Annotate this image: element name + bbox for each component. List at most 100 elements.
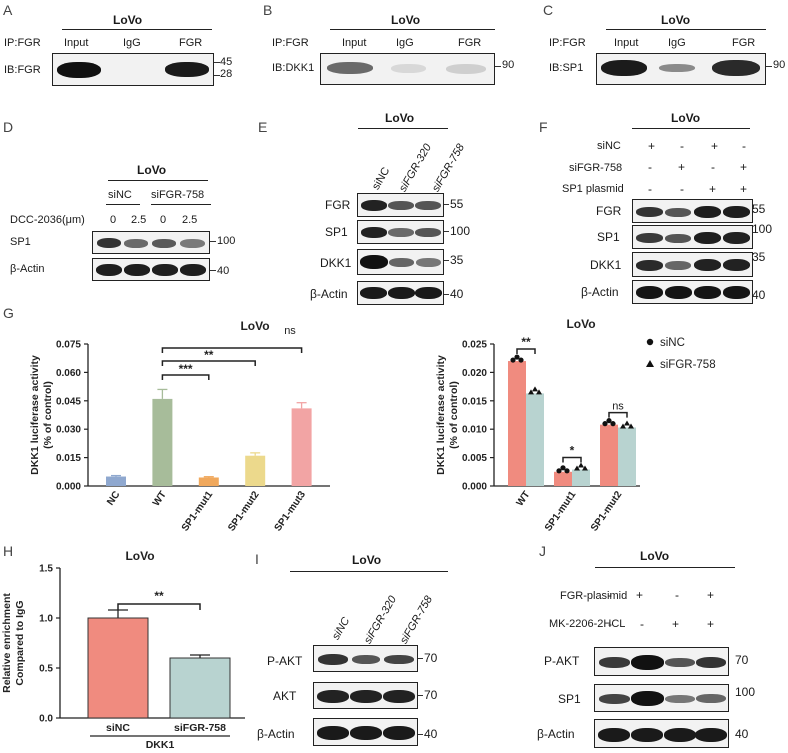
g-right-point xyxy=(536,389,542,395)
panel-j-sign: - xyxy=(675,588,679,602)
chart-h: 0.0 0.5 1.0 1.5 Relative enrichment Compared … xyxy=(1,549,245,751)
g-right-legend-marker xyxy=(646,360,654,367)
panel-i-lane-sifgr320: siFGR-320 xyxy=(362,593,399,646)
panel-f-sign: - xyxy=(648,182,652,196)
panel-d-group-sifgr: siFGR-758 xyxy=(151,189,205,201)
panel-c-ip-label: IP:FGR xyxy=(549,37,586,49)
g-right-point xyxy=(514,354,520,360)
g-left-x-tick-label: SP1-mut3 xyxy=(273,489,309,533)
panel-label-b: B xyxy=(263,2,273,18)
panel-e-blot-actin xyxy=(357,281,444,305)
panel-j-sign: - xyxy=(608,588,612,602)
panel-d-header-line xyxy=(108,180,208,181)
panel-j-sign: + xyxy=(636,588,644,602)
panel-d-marker-40: 40 xyxy=(217,265,230,277)
h-x-tick-label: siFGR-758 xyxy=(174,722,226,734)
panel-a-lane-igg: IgG xyxy=(123,37,141,49)
panel-j-marker-70: 70 xyxy=(735,653,749,667)
g-left-y-tick-label: 0.045 xyxy=(56,396,81,407)
panel-f-cond-sp1plasmid: SP1 plasmid xyxy=(562,183,624,195)
panel-d-row-actin: β-Actin xyxy=(10,263,45,275)
panel-f-sign: + xyxy=(740,160,748,174)
h-y-tick-label: 1.0 xyxy=(39,614,53,625)
g-right-point xyxy=(510,357,516,363)
g-right-point xyxy=(628,423,634,429)
g-right-title: LoVo xyxy=(566,317,595,331)
panel-j-sign: + xyxy=(707,588,715,602)
g-right-point xyxy=(532,386,538,392)
panel-label-i: I xyxy=(255,551,259,567)
panel-b-header-line xyxy=(330,29,495,30)
g-right-point xyxy=(560,465,566,471)
g-right-bar xyxy=(508,361,526,486)
g-left-bar xyxy=(291,408,312,486)
panel-e-cell-line: LoVo xyxy=(385,111,415,125)
panel-e-row-sp1: SP1 xyxy=(325,225,348,239)
chart-g-left: 0.000 0.015 0.030 0.045 0.060 0.075 DKK1 lucif… xyxy=(29,319,330,534)
panel-c-header-line xyxy=(606,29,766,30)
panel-label-j: J xyxy=(539,543,546,559)
panel-f-row-sp1: SP1 xyxy=(597,230,620,244)
g-right-point xyxy=(610,421,616,427)
panel-e-header-line xyxy=(358,128,448,129)
panel-j-cond-fgr: FGR-plasimid xyxy=(560,590,628,602)
panel-label-g: G xyxy=(3,305,14,321)
panel-f-cell-line: LoVo xyxy=(671,111,701,125)
panel-d-dose-2: 2.5 xyxy=(131,214,147,226)
panel-e-lane-sifgr758: siFGR-758 xyxy=(430,141,467,194)
panel-b-lane-igg: IgG xyxy=(396,37,414,49)
panel-j-sign: - xyxy=(608,617,612,631)
g-right-y-tick-label: 0.000 xyxy=(462,482,487,493)
panel-d-row-sp1: SP1 xyxy=(10,236,31,248)
panel-c-ib-label: IB:SP1 xyxy=(549,62,584,74)
g-left-title: LoVo xyxy=(240,319,269,333)
panel-f-cond-sinc: siNC xyxy=(597,140,621,152)
panel-d-dose-1: 0 xyxy=(110,214,117,226)
panel-j-cell-line: LoVo xyxy=(640,549,670,563)
panel-i-row-akt: AKT xyxy=(273,689,297,703)
chart-g-right: 0.000 0.005 0.010 0.015 0.020 0.025 DKK1 lucif… xyxy=(435,317,716,534)
panel-f-sign: - xyxy=(648,160,652,174)
panel-f-sign: - xyxy=(742,139,746,153)
panel-a-ip-label: IP:FGR xyxy=(4,37,41,49)
panel-c-lane-fgr: FGR xyxy=(732,37,756,49)
panel-d-blot-actin xyxy=(92,258,210,281)
h-sig-bracket xyxy=(117,603,201,610)
g-right-y-label: (% of control) xyxy=(448,381,460,449)
g-left-y-tick-label: 0.060 xyxy=(56,368,81,379)
g-right-point xyxy=(602,421,608,427)
h-sig-label: ** xyxy=(154,589,164,603)
g-right-point xyxy=(556,468,562,474)
panel-e-row-actin: β-Actin xyxy=(310,287,348,301)
g-left-comparison-bracket xyxy=(161,347,303,353)
panel-i-blot-pakt xyxy=(313,645,418,672)
panel-b-marker-90: 90 xyxy=(502,59,515,71)
g-right-sig-label: ns xyxy=(612,401,624,413)
g-right-y-label: DKK1 luciferase activity xyxy=(435,355,447,475)
g-left-y-tick-label: 0.075 xyxy=(56,340,81,351)
g-right-point xyxy=(624,420,630,426)
panel-f-marker-100: 100 xyxy=(752,222,773,236)
g-left-sig-label: *** xyxy=(179,362,193,376)
g-right-bar xyxy=(600,424,618,486)
panel-a-header-line xyxy=(62,29,212,30)
panel-a-marker-45: 45 xyxy=(220,56,233,68)
panel-j-cond-mk: MK-2206-2HCL xyxy=(549,618,626,630)
panel-i-marker-40: 40 xyxy=(424,727,438,741)
panel-label-h: H xyxy=(3,543,14,559)
g-right-sig-bracket xyxy=(516,348,536,355)
g-right-point xyxy=(564,468,570,474)
panel-label-e: E xyxy=(258,119,268,135)
g-right-y-tick-label: 0.020 xyxy=(462,368,487,379)
panel-e-row-fgr: FGR xyxy=(325,198,351,212)
panel-e-marker-40: 40 xyxy=(450,287,464,301)
panel-c-lane-input: Input xyxy=(614,37,639,49)
g-right-x-tick-label: SP1-mut2 xyxy=(589,489,625,533)
panel-a-lane-input: Input xyxy=(64,37,89,49)
panel-label-c: C xyxy=(543,2,554,18)
g-right-point xyxy=(578,462,584,468)
g-left-bar xyxy=(106,476,126,486)
h-y-tick-label: 0.0 xyxy=(39,714,53,725)
g-left-bar xyxy=(245,455,266,486)
panel-e-lane-sinc: siNC xyxy=(370,165,393,192)
